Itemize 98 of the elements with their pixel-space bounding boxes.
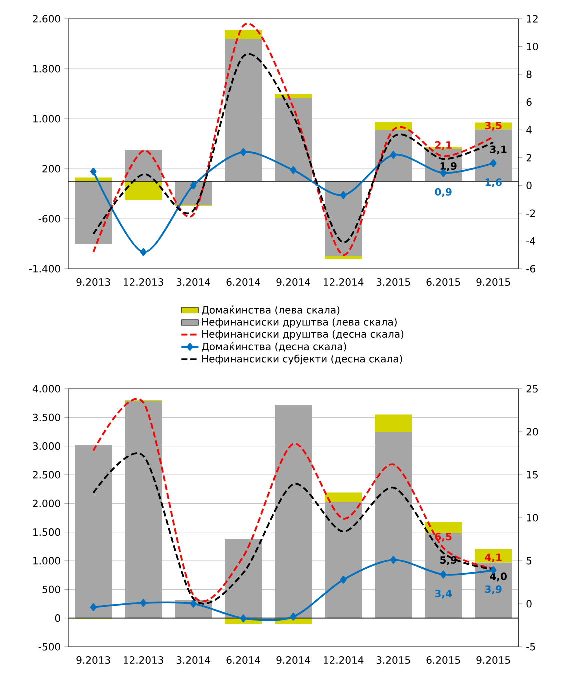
x-tick-label: 12.2014	[324, 278, 364, 286]
x-tick-label: 6.2014	[226, 278, 261, 286]
y2-tick-label: -4	[526, 238, 536, 245]
bar	[225, 539, 262, 618]
bar	[425, 522, 462, 534]
x-tick-label: 9.2013	[76, 656, 110, 664]
data-label: 4,1	[485, 554, 502, 563]
y2-tick-label: 25	[526, 385, 538, 393]
point	[390, 556, 397, 564]
point	[290, 166, 297, 174]
bar	[325, 256, 362, 259]
point	[240, 148, 247, 156]
y2-tick-label: 8	[526, 70, 532, 78]
y-tick-label: -500	[38, 643, 60, 651]
point	[490, 160, 497, 168]
y2-tick-label: 20	[526, 428, 538, 436]
y-tick-label: 3.500	[33, 414, 60, 422]
x-tick-label: 6.2015	[426, 278, 460, 286]
bar	[375, 122, 412, 130]
point	[340, 576, 347, 584]
bar	[125, 181, 162, 200]
y-tick-label: 0	[55, 614, 60, 622]
y-tick-label: -600	[38, 215, 60, 223]
y-tick-label: -1.400	[29, 265, 60, 273]
point	[90, 168, 97, 176]
y2-tick-label: 10	[527, 42, 538, 51]
legend-label: Нефинансиски субјекти (десна скала)	[202, 354, 402, 365]
y2-tick-label: 4	[526, 126, 532, 134]
y2-tick-label: 10	[527, 514, 538, 522]
bar	[325, 492, 362, 503]
data-label: 3,4	[435, 590, 452, 599]
point	[390, 151, 397, 160]
y-tick-label: 3.000	[33, 442, 60, 450]
y-tick-label: 1.800	[34, 65, 60, 73]
y-tick-label: 500	[42, 586, 60, 594]
y2-tick-label: 12	[527, 15, 538, 23]
bar	[225, 30, 262, 39]
bar	[275, 98, 312, 182]
x-tick-label: 12.2013	[124, 656, 164, 664]
bar	[475, 562, 512, 618]
x-tick-label: 3.2015	[376, 656, 410, 664]
x-tick-label: 6.2014	[226, 656, 261, 664]
x-tick-label: 9.2013	[76, 278, 110, 286]
y2-tick-label: 0	[526, 182, 532, 190]
data-label: 3,5	[485, 122, 502, 131]
x-tick-label: 9.2015	[476, 656, 510, 664]
data-label: 0,9	[435, 188, 452, 198]
data-label: 3,1	[490, 146, 507, 155]
point	[90, 604, 97, 612]
y-tick-label: 2.000	[33, 500, 60, 508]
point	[440, 570, 447, 579]
bar	[225, 38, 262, 182]
y2-tick-label: 15	[527, 471, 538, 479]
x-tick-label: 12.2013	[124, 278, 164, 286]
y-tick-label: 4.000	[32, 385, 60, 393]
y2-tick-label: 6	[526, 98, 532, 106]
legend-label: Домаќинства (лева скала)	[202, 306, 340, 316]
y-tick-label: 1.000	[34, 557, 60, 565]
bar	[125, 401, 162, 618]
bar	[275, 405, 312, 618]
bar	[325, 502, 362, 618]
bar	[375, 414, 412, 432]
bar	[375, 432, 412, 618]
point	[340, 191, 347, 200]
y2-tick-label: 0	[526, 600, 532, 608]
x-tick-label: 12.2014	[324, 656, 364, 664]
point	[140, 599, 147, 608]
bar	[425, 533, 462, 618]
bar	[75, 445, 112, 618]
y-tick-label: 1.500	[34, 528, 60, 536]
x-tick-label: 9.2014	[276, 656, 311, 664]
y2-tick-label: -6	[526, 265, 536, 273]
legend-label: Домаќинства (десна скала)	[202, 342, 346, 352]
legend-label: Нефинансиски друштва (десна скала)	[202, 330, 404, 340]
y2-tick-label: 2	[526, 154, 532, 162]
x-tick-label: 9.2014	[276, 278, 311, 286]
point	[290, 612, 297, 621]
y-tick-label: 200	[42, 165, 60, 173]
x-tick-label: 9.2015	[476, 278, 510, 286]
point	[190, 600, 197, 608]
y-tick-label: 2.500	[33, 471, 60, 479]
point	[240, 614, 247, 623]
y-tick-label: 1.000	[34, 115, 60, 123]
x-tick-label: 3.2014	[176, 656, 211, 664]
y2-tick-label: -2	[526, 210, 536, 218]
data-label: 1,9	[440, 162, 457, 172]
point	[140, 248, 147, 256]
point	[190, 182, 197, 190]
data-label: 4,0	[490, 572, 507, 582]
y-tick-label: 2.600	[33, 15, 60, 23]
legend-label: Нефинансиски друштва (лева скала)	[202, 318, 397, 328]
y2-tick-label: -5	[526, 643, 536, 651]
x-tick-label: 3.2014	[176, 278, 211, 286]
y2-tick-label: 5	[526, 557, 532, 565]
x-tick-label: 3.2015	[376, 278, 410, 286]
data-label: 3,9	[485, 586, 502, 594]
x-tick-label: 6.2015	[426, 656, 460, 664]
bar	[75, 181, 112, 244]
